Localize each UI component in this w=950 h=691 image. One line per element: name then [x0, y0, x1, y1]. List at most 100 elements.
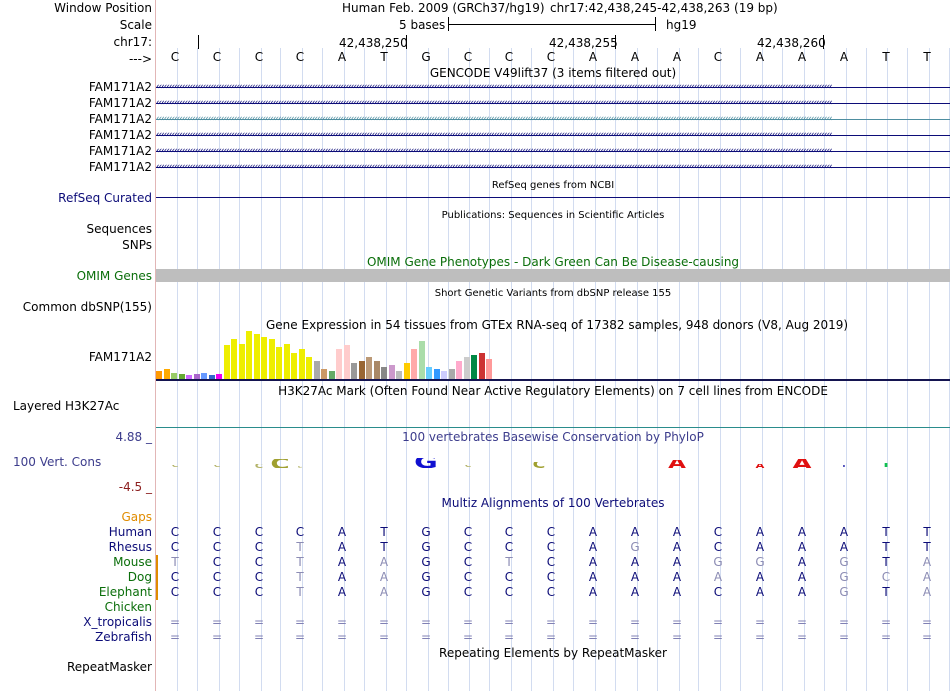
h3k27ac-label[interactable]: Layered H3K27Ac	[13, 399, 120, 413]
gtex-tissue-bar[interactable]	[299, 349, 305, 379]
gencode-item-label[interactable]: FAM171A2	[88, 112, 152, 126]
gencode-item-label[interactable]: FAM171A2	[88, 128, 152, 142]
gtex-tissue-bar[interactable]	[389, 365, 395, 379]
species-label-xtropicalis[interactable]: X_tropicalis	[83, 615, 152, 629]
gtex-tissue-bar[interactable]	[179, 374, 185, 379]
gencode-item-label[interactable]: FAM171A2	[88, 80, 152, 94]
species-label-elephant[interactable]: Elephant	[98, 585, 152, 599]
gtex-tissue-bar[interactable]	[156, 371, 162, 379]
gtex-tissue-bar[interactable]	[239, 344, 245, 379]
gencode-item-label[interactable]: FAM171A2	[88, 96, 152, 110]
gencode-transcript-line	[156, 87, 950, 88]
species-label-human[interactable]: Human	[108, 525, 152, 539]
omim-gene-bar[interactable]	[156, 269, 950, 282]
gtex-tissue-bar[interactable]	[479, 353, 485, 379]
species-label-chicken[interactable]: Chicken	[104, 600, 152, 614]
gencode-transcript[interactable]: ‹‹‹‹‹‹‹‹‹‹‹‹‹‹‹‹‹‹‹‹‹‹‹‹‹‹‹‹‹‹‹‹‹‹‹‹‹‹‹‹…	[156, 84, 950, 92]
gtex-tissue-bar[interactable]	[314, 361, 320, 379]
gtex-tissue-bar[interactable]	[381, 367, 387, 379]
alignment-base: G	[839, 570, 849, 584]
gtex-tissue-bar[interactable]	[426, 367, 432, 379]
alignment-base: A	[672, 570, 682, 584]
gtex-tissue-bar[interactable]	[164, 369, 170, 379]
species-label-rhesus[interactable]: Rhesus	[108, 540, 152, 554]
gtex-tissue-bar[interactable]	[269, 339, 275, 379]
gencode-transcript[interactable]: ‹‹‹‹‹‹‹‹‹‹‹‹‹‹‹‹‹‹‹‹‹‹‹‹‹‹‹‹‹‹‹‹‹‹‹‹‹‹‹‹…	[156, 132, 950, 140]
gtex-tissue-bar[interactable]	[464, 357, 470, 379]
gtex-tissue-bar[interactable]	[471, 355, 477, 379]
gtex-tissue-bar[interactable]	[276, 347, 282, 379]
gtex-tissue-bar[interactable]	[359, 361, 365, 379]
gtex-tissue-bar[interactable]	[216, 374, 222, 379]
position-text: chr17:42,438,245-42,438,263 (19 bp)	[550, 1, 778, 15]
gtex-tissue-bar[interactable]	[246, 331, 252, 379]
dbsnp-label[interactable]: Common dbSNP(155)	[22, 300, 152, 314]
gtex-tissue-bar[interactable]	[224, 345, 230, 379]
alignment-base: T	[505, 555, 513, 569]
gtex-tissue-bar[interactable]	[284, 344, 290, 379]
gtex-tissue-bar[interactable]	[209, 375, 215, 379]
omim-label[interactable]: OMIM Genes	[76, 269, 152, 283]
gtex-tissue-bar[interactable]	[434, 369, 440, 379]
base-grid-line	[887, 48, 888, 691]
gtex-tissue-bar[interactable]	[456, 361, 462, 379]
base-grid-line	[720, 48, 721, 691]
gtex-tissue-bar[interactable]	[201, 373, 207, 379]
species-label-zebrafish[interactable]: Zebrafish	[95, 630, 152, 644]
gtex-tissue-bar[interactable]	[449, 369, 455, 379]
gtex-tissue-bar[interactable]	[261, 337, 267, 379]
alignment-base: =	[880, 615, 892, 629]
alignment-base: A	[337, 555, 347, 569]
refseq-gene-line[interactable]	[156, 197, 950, 198]
gencode-item-label[interactable]: FAM171A2	[88, 160, 152, 174]
gtex-tissue-bar[interactable]	[194, 374, 200, 379]
gtex-tissue-bar[interactable]	[171, 373, 177, 379]
alignment-base: C	[504, 525, 514, 539]
gencode-transcript[interactable]: ‹‹‹‹‹‹‹‹‹‹‹‹‹‹‹‹‹‹‹‹‹‹‹‹‹‹‹‹‹‹‹‹‹‹‹‹‹‹‹‹…	[156, 116, 950, 124]
phylop-letter: T	[841, 465, 847, 468]
gtex-tissue-bar[interactable]	[291, 353, 297, 379]
alignment-base: =	[796, 615, 808, 629]
gtex-tissue-bar[interactable]	[396, 371, 402, 379]
phylop-title: 100 vertebrates Basewise Conservation by…	[402, 430, 704, 444]
gtex-tissue-bar[interactable]	[186, 375, 192, 379]
species-label-dog[interactable]: Dog	[127, 570, 152, 584]
gtex-label[interactable]: FAM171A2	[88, 350, 152, 364]
gtex-tissue-bar[interactable]	[411, 349, 417, 379]
phylop-label[interactable]: 100 Vert. Cons	[13, 455, 102, 469]
gtex-tissue-bar[interactable]	[404, 363, 410, 379]
gtex-tissue-bar[interactable]	[321, 369, 327, 379]
gtex-tissue-bar[interactable]	[329, 371, 335, 379]
gtex-tissue-bar[interactable]	[441, 371, 447, 379]
species-label-mouse[interactable]: Mouse	[113, 555, 152, 569]
publications-label[interactable]: Sequences	[86, 222, 152, 236]
gtex-tissue-bar[interactable]	[306, 357, 312, 379]
gtex-tissue-bar[interactable]	[351, 363, 357, 379]
alignment-base: C	[504, 540, 514, 554]
alignment-base: T	[296, 540, 304, 554]
alignment-base: =	[420, 630, 432, 644]
gencode-item-label[interactable]: FAM171A2	[88, 144, 152, 158]
snps-label[interactable]: SNPs	[122, 238, 152, 252]
alignment-base: G	[421, 525, 431, 539]
gencode-transcript[interactable]: ‹‹‹‹‹‹‹‹‹‹‹‹‹‹‹‹‹‹‹‹‹‹‹‹‹‹‹‹‹‹‹‹‹‹‹‹‹‹‹‹…	[156, 148, 950, 156]
gtex-tissue-bar[interactable]	[231, 339, 237, 379]
alignment-base: T	[882, 525, 890, 539]
gtex-tissue-bar[interactable]	[336, 349, 342, 379]
gtex-tissue-bar[interactable]	[374, 361, 380, 379]
gtex-tissue-bar[interactable]	[254, 334, 260, 379]
gaps-label[interactable]: Gaps	[121, 510, 152, 524]
gencode-transcript[interactable]: ‹‹‹‹‹‹‹‹‹‹‹‹‹‹‹‹‹‹‹‹‹‹‹‹‹‹‹‹‹‹‹‹‹‹‹‹‹‹‹‹…	[156, 164, 950, 172]
refseq-label[interactable]: RefSeq Curated	[58, 191, 152, 205]
gencode-transcript[interactable]: ‹‹‹‹‹‹‹‹‹‹‹‹‹‹‹‹‹‹‹‹‹‹‹‹‹‹‹‹‹‹‹‹‹‹‹‹‹‹‹‹…	[156, 100, 950, 108]
gtex-tissue-bar[interactable]	[366, 357, 372, 379]
base-grid-line	[866, 48, 867, 691]
track-data-panel[interactable]: Human Feb. 2009 (GRCh37/hg19) chr17:42,4…	[156, 0, 950, 691]
gtex-tissue-bar[interactable]	[486, 359, 492, 379]
alignment-base: C	[254, 555, 264, 569]
repeatmasker-label[interactable]: RepeatMasker	[66, 660, 152, 674]
gtex-tissue-bar[interactable]	[344, 345, 350, 379]
alignment-base: G	[839, 555, 849, 569]
gtex-tissue-bar[interactable]	[419, 341, 425, 379]
alignment-base: C	[170, 540, 180, 554]
